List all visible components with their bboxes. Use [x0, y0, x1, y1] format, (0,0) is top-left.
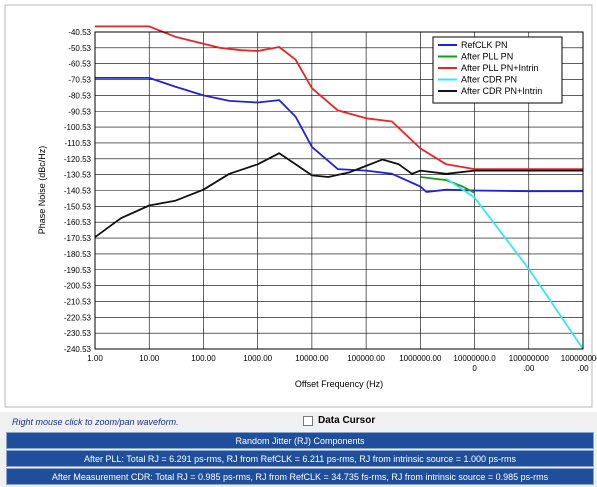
y-axis-title: Phase Noise (dBc/Hz)	[37, 146, 47, 235]
series-lines	[94, 25, 584, 350]
x-tick-label-line: 100000000	[509, 354, 550, 363]
y-tick-label: -40.53	[68, 28, 91, 37]
y-tick-label: -80.53	[68, 91, 91, 100]
x-tick-label-line: 10.00	[139, 354, 160, 363]
x-tick-label-line: 1000000.00	[399, 354, 442, 363]
rj-after-cdr-summary: After Measurement CDR: Total RJ = 0.985 …	[6, 468, 594, 485]
y-tick-label: -60.53	[68, 60, 91, 69]
y-tick-label: -210.53	[64, 297, 92, 306]
rj-after-pll-summary: After PLL: Total RJ = 6.291 ps-rms, RJ f…	[6, 450, 594, 467]
x-tick-label: 1000000.00	[399, 354, 442, 363]
y-tick-label: -230.53	[64, 329, 92, 338]
x-tick-label: 10.00	[139, 354, 160, 363]
y-tick-label: -190.53	[64, 266, 92, 275]
y-tick-label: -240.53	[64, 345, 92, 354]
y-tick-label: -90.53	[68, 107, 91, 116]
y-tick-label: -140.53	[64, 187, 92, 196]
zoom-hint-text: Right mouse click to zoom/pan waveform.	[12, 417, 179, 427]
y-tick-label: -130.53	[64, 171, 92, 180]
legend-label: RefCLK PN	[461, 40, 508, 50]
y-tick-label: -220.53	[64, 313, 92, 322]
y-tick-label: -160.53	[64, 218, 92, 227]
x-tick-label-line: 1.00	[87, 354, 103, 363]
x-tick-label: 1000000000.00	[561, 354, 597, 373]
x-tick-label-line: 10000000.0	[453, 354, 496, 363]
x-tick-label-line: 0	[472, 364, 477, 373]
y-tick-label: -180.53	[64, 250, 92, 259]
y-tick-label: -150.53	[64, 202, 92, 211]
x-tick-label: 100000000.00	[509, 354, 550, 373]
y-tick-label: -50.53	[68, 44, 91, 53]
x-tick-label-line: 100000.00	[347, 354, 385, 363]
plot-area-border	[94, 31, 584, 350]
data-cursor-label: Data Cursor	[318, 415, 376, 426]
y-tick-label: -200.53	[64, 282, 92, 291]
legend-label: After PLL PN	[461, 52, 513, 62]
x-tick-label-line: 100.00	[191, 354, 216, 363]
x-tick-label: 1.00	[87, 354, 103, 363]
y-tick-label: -100.53	[64, 123, 92, 132]
legend-label: After CDR PN	[461, 75, 517, 85]
x-tick-label: 10000.00	[295, 354, 329, 363]
series-line-4	[94, 152, 583, 238]
y-tick-label: -170.53	[64, 234, 92, 243]
series-line-2	[95, 25, 583, 171]
x-tick-labels: 1.00 10.00 100.00 1000.00 10000.00 100000.00 1…	[87, 354, 597, 373]
phase-noise-chart[interactable]: -40.53 -50.53 -60.53 -70.53 -80.53 -90.53 -100…	[0, 0, 597, 412]
x-tick-label: 10000000.0 0	[453, 354, 496, 373]
rj-components-title: Random Jitter (RJ) Components	[6, 432, 594, 449]
y-tick-label: -70.53	[68, 76, 91, 85]
data-cursor-toggle[interactable]: Data Cursor	[303, 415, 375, 426]
chart-frame	[4, 4, 593, 408]
x-axis-title: Offset Frequency (Hz)	[295, 379, 383, 389]
x-tick-label-line: .00	[523, 364, 535, 373]
x-tick-label-line: .00	[577, 364, 589, 373]
data-cursor-checkbox[interactable]	[303, 415, 313, 426]
y-tick-labels: -40.53 -50.53 -60.53 -70.53 -80.53 -90.53 -100…	[64, 28, 92, 354]
y-tick-label: -110.53	[64, 139, 91, 148]
x-tick-label-line: 10000.00	[295, 354, 329, 363]
x-tick-label: 100.00	[191, 354, 216, 363]
x-tick-label-line: 1000.00	[243, 354, 272, 363]
series-line-3	[445, 177, 584, 350]
legend-label: After CDR PN+Intrin	[461, 86, 542, 96]
x-tick-label: 100000.00	[347, 354, 385, 363]
series-line-0	[95, 77, 583, 193]
y-tick-label: -120.53	[64, 155, 92, 164]
legend-label: After PLL PN+Intrin	[461, 63, 538, 73]
x-tick-label-line: 1000000000	[561, 354, 597, 363]
x-tick-label: 1000.00	[243, 354, 272, 363]
